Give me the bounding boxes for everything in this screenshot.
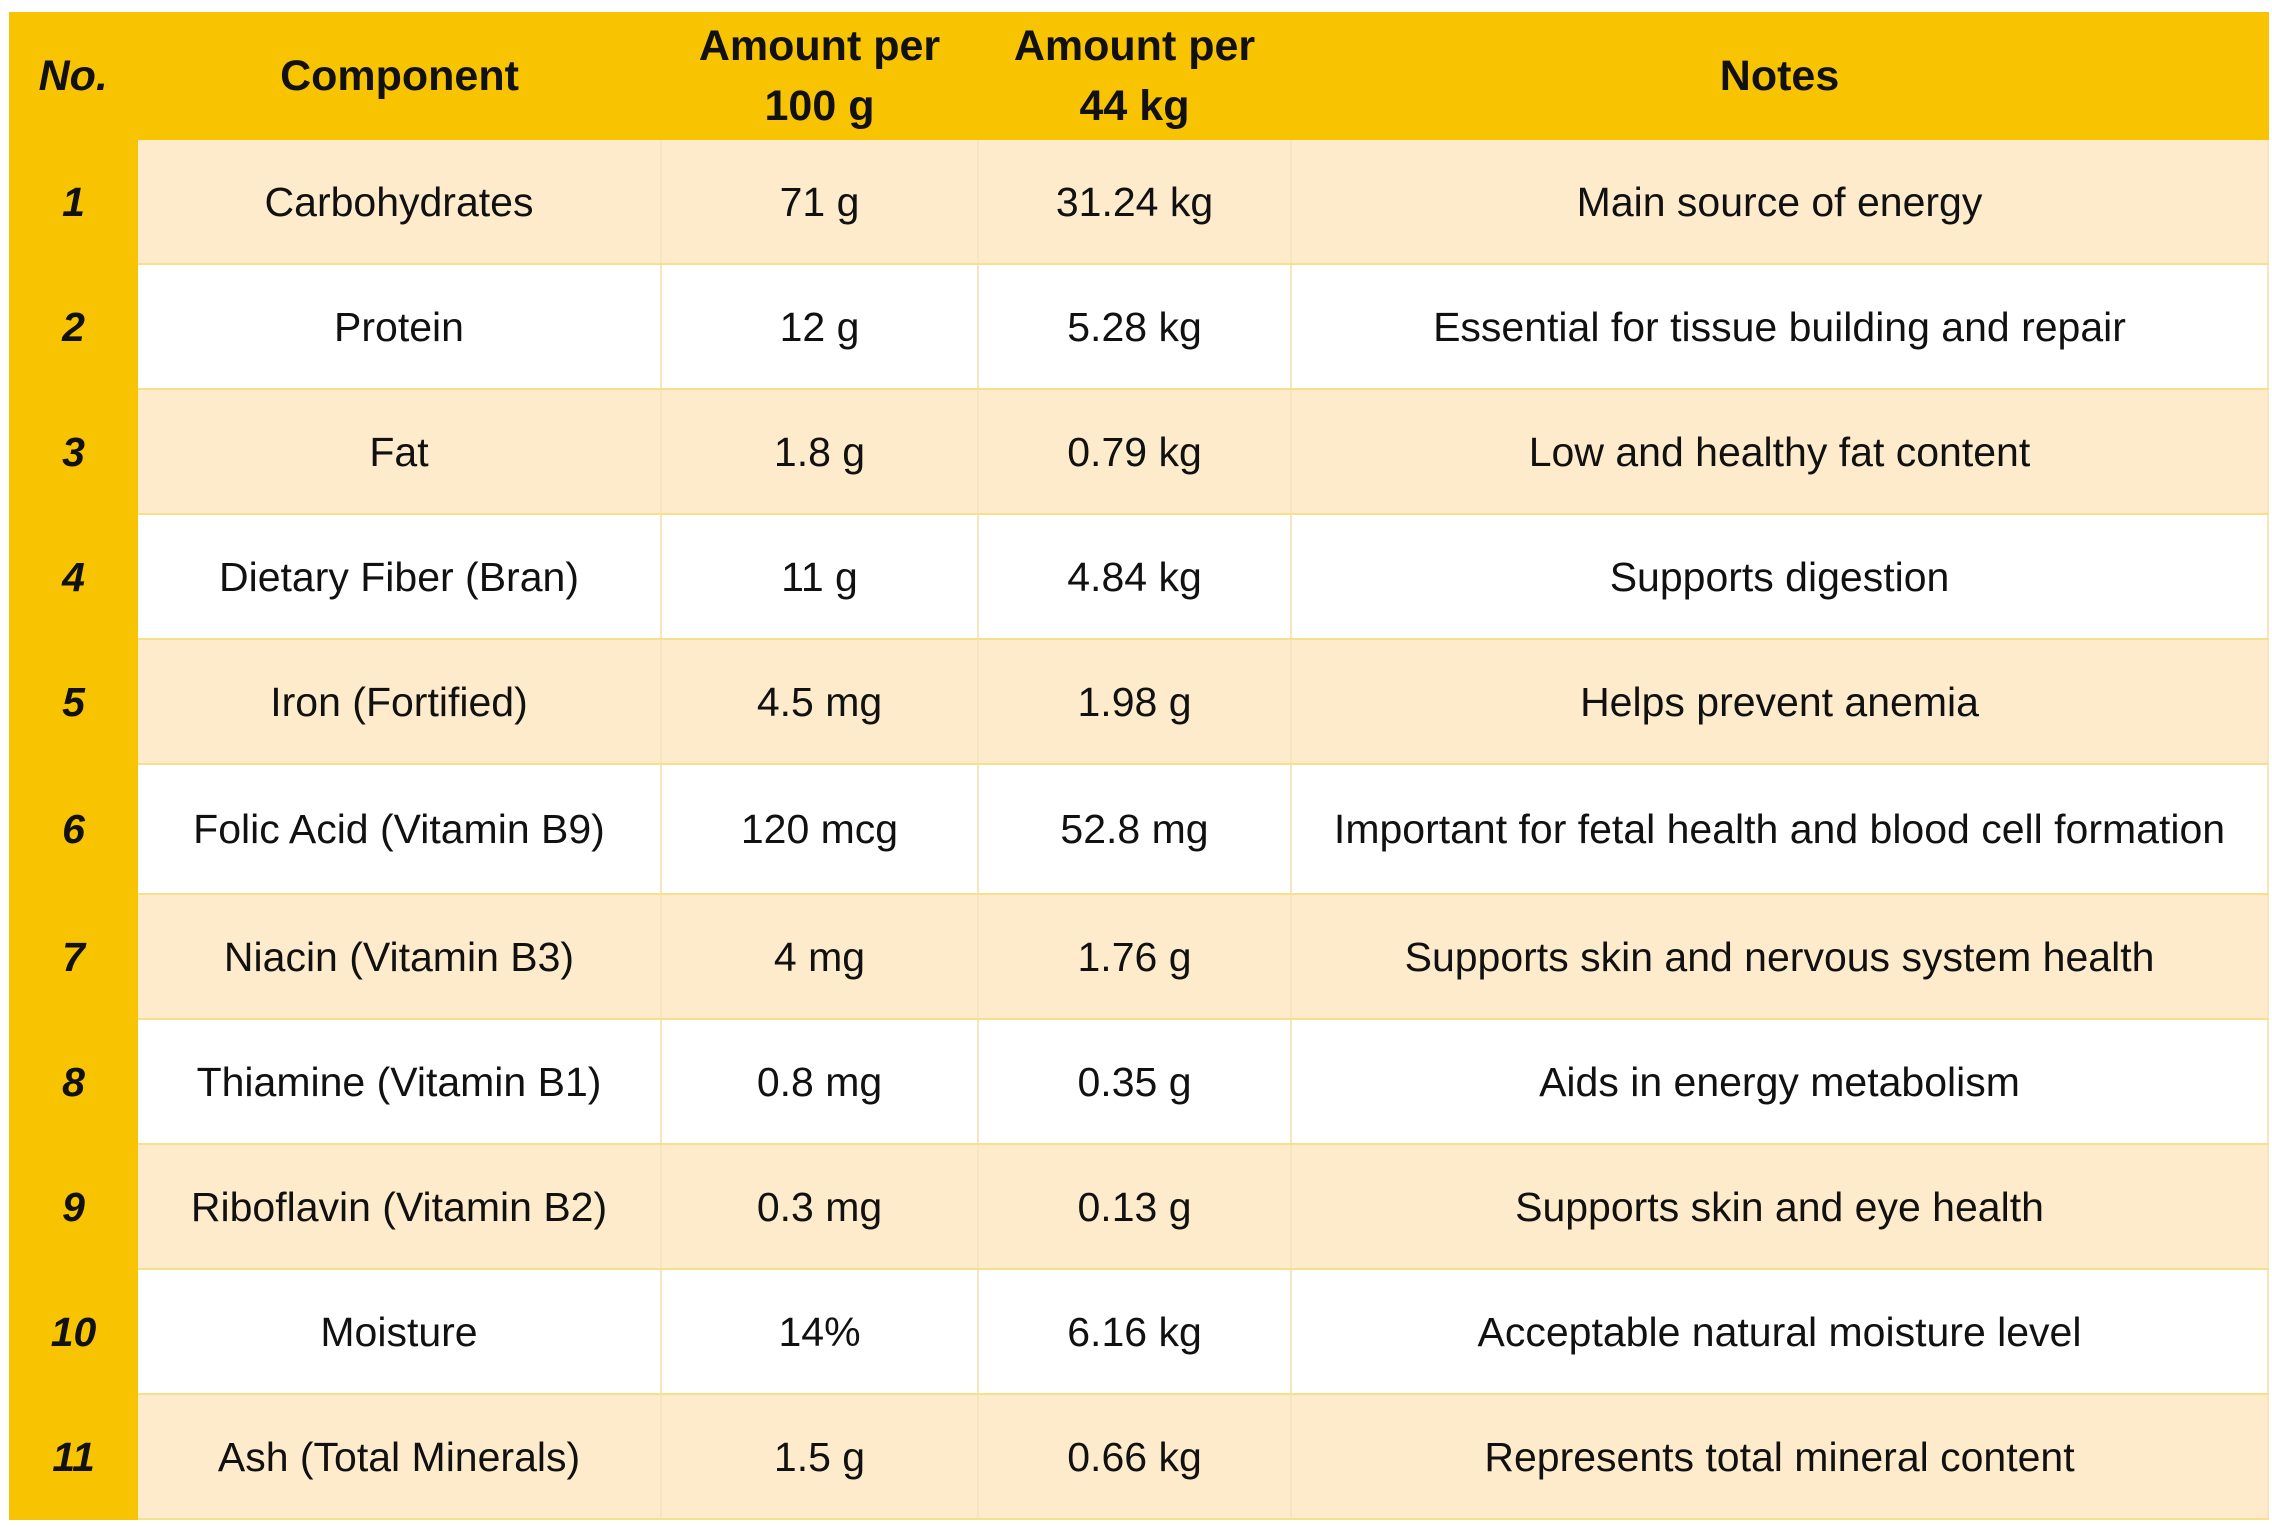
row-number: 9 bbox=[9, 1144, 138, 1270]
amount-per-44kg-cell: 1.98 g bbox=[978, 639, 1292, 765]
nutrition-table: No. Component Amount per 100 g Amount pe… bbox=[9, 12, 2269, 1520]
notes-cell: Supports skin and nervous system health bbox=[1291, 894, 2269, 1020]
header-no: No. bbox=[9, 12, 139, 140]
amount-per-100g-cell: 14% bbox=[661, 1269, 979, 1395]
notes-cell: Supports skin and eye health bbox=[1291, 1144, 2269, 1270]
component-cell: Fat bbox=[138, 389, 662, 515]
component-cell: Ash (Total Minerals) bbox=[138, 1394, 662, 1520]
table-row: 2 Protein 12 g 5.28 kg Essential for tissue … bbox=[9, 264, 2269, 390]
row-number: 8 bbox=[9, 1019, 138, 1145]
amount-per-100g-cell: 120 mcg bbox=[661, 764, 979, 895]
row-number: 3 bbox=[9, 389, 138, 515]
header-component: Component bbox=[138, 12, 662, 140]
component-cell: Thiamine (Vitamin B1) bbox=[138, 1019, 662, 1145]
component-cell: Folic Acid (Vitamin B9) bbox=[138, 764, 662, 895]
row-number: 10 bbox=[9, 1269, 138, 1395]
amount-per-44kg-cell: 0.35 g bbox=[978, 1019, 1292, 1145]
amount-per-44kg-cell: 4.84 kg bbox=[978, 514, 1292, 640]
notes-cell: Low and healthy fat content bbox=[1291, 389, 2269, 515]
header-row: No. Component Amount per 100 g Amount pe… bbox=[9, 12, 2269, 140]
amount-per-100g-cell: 11 g bbox=[661, 514, 979, 640]
table-row: 7 Niacin (Vitamin B3) 4 mg 1.76 g Supports s… bbox=[9, 894, 2269, 1020]
amount-per-100g-cell: 4.5 mg bbox=[661, 639, 979, 765]
header-notes: Notes bbox=[1291, 12, 2269, 140]
notes-cell: Represents total mineral content bbox=[1291, 1394, 2269, 1520]
amount-per-44kg-cell: 0.66 kg bbox=[978, 1394, 1292, 1520]
amount-per-44kg-cell: 5.28 kg bbox=[978, 264, 1292, 390]
table-row: 6 Folic Acid (Vitamin B9) 120 mcg 52.8 mg Im… bbox=[9, 764, 2269, 895]
table-row: 8 Thiamine (Vitamin B1) 0.8 mg 0.35 g Aids i… bbox=[9, 1019, 2269, 1145]
row-number: 5 bbox=[9, 639, 138, 765]
notes-cell: Main source of energy bbox=[1291, 140, 2269, 265]
row-number: 11 bbox=[9, 1394, 138, 1520]
amount-per-100g-cell: 71 g bbox=[661, 140, 979, 265]
notes-cell: Aids in energy metabolism bbox=[1291, 1019, 2269, 1145]
table-row: 11 Ash (Total Minerals) 1.5 g 0.66 kg Repres… bbox=[9, 1394, 2269, 1520]
table-row: 4 Dietary Fiber (Bran) 11 g 4.84 kg Supports… bbox=[9, 514, 2269, 640]
component-cell: Dietary Fiber (Bran) bbox=[138, 514, 662, 640]
table-row: 10 Moisture 14% 6.16 kg Acceptable natural m… bbox=[9, 1269, 2269, 1395]
notes-cell: Essential for tissue building and repair bbox=[1291, 264, 2269, 390]
component-cell: Carbohydrates bbox=[138, 140, 662, 265]
amount-per-44kg-cell: 0.13 g bbox=[978, 1144, 1292, 1270]
component-cell: Protein bbox=[138, 264, 662, 390]
component-cell: Moisture bbox=[138, 1269, 662, 1395]
notes-cell: Important for fetal health and blood cel… bbox=[1291, 764, 2269, 895]
amount-per-44kg-cell: 6.16 kg bbox=[978, 1269, 1292, 1395]
notes-cell: Acceptable natural moisture level bbox=[1291, 1269, 2269, 1395]
table-row: 9 Riboflavin (Vitamin B2) 0.3 mg 0.13 g Supp… bbox=[9, 1144, 2269, 1270]
amount-per-44kg-cell: 52.8 mg bbox=[978, 764, 1292, 895]
row-number: 7 bbox=[9, 894, 138, 1020]
component-cell: Riboflavin (Vitamin B2) bbox=[138, 1144, 662, 1270]
header-amount-per-100g: Amount per 100 g bbox=[661, 12, 979, 140]
row-number: 2 bbox=[9, 264, 138, 390]
amount-per-44kg-cell: 0.79 kg bbox=[978, 389, 1292, 515]
amount-per-44kg-cell: 31.24 kg bbox=[978, 140, 1292, 265]
table-row: 5 Iron (Fortified) 4.5 mg 1.98 g Helps preve… bbox=[9, 639, 2269, 765]
amount-per-100g-cell: 1.8 g bbox=[661, 389, 979, 515]
row-number: 4 bbox=[9, 514, 138, 640]
notes-cell: Supports digestion bbox=[1291, 514, 2269, 640]
amount-per-44kg-cell: 1.76 g bbox=[978, 894, 1292, 1020]
table-row: 1 Carbohydrates 71 g 31.24 kg Main source of… bbox=[9, 140, 2269, 265]
component-cell: Niacin (Vitamin B3) bbox=[138, 894, 662, 1020]
amount-per-100g-cell: 0.3 mg bbox=[661, 1144, 979, 1270]
row-number: 1 bbox=[9, 140, 138, 265]
table-row: 3 Fat 1.8 g 0.79 kg Low and healthy fat cont… bbox=[9, 389, 2269, 515]
header-amount-per-44kg: Amount per 44 kg bbox=[978, 12, 1292, 140]
amount-per-100g-cell: 4 mg bbox=[661, 894, 979, 1020]
component-cell: Iron (Fortified) bbox=[138, 639, 662, 765]
row-number: 6 bbox=[9, 764, 138, 895]
amount-per-100g-cell: 1.5 g bbox=[661, 1394, 979, 1520]
amount-per-100g-cell: 12 g bbox=[661, 264, 979, 390]
notes-cell: Helps prevent anemia bbox=[1291, 639, 2269, 765]
amount-per-100g-cell: 0.8 mg bbox=[661, 1019, 979, 1145]
